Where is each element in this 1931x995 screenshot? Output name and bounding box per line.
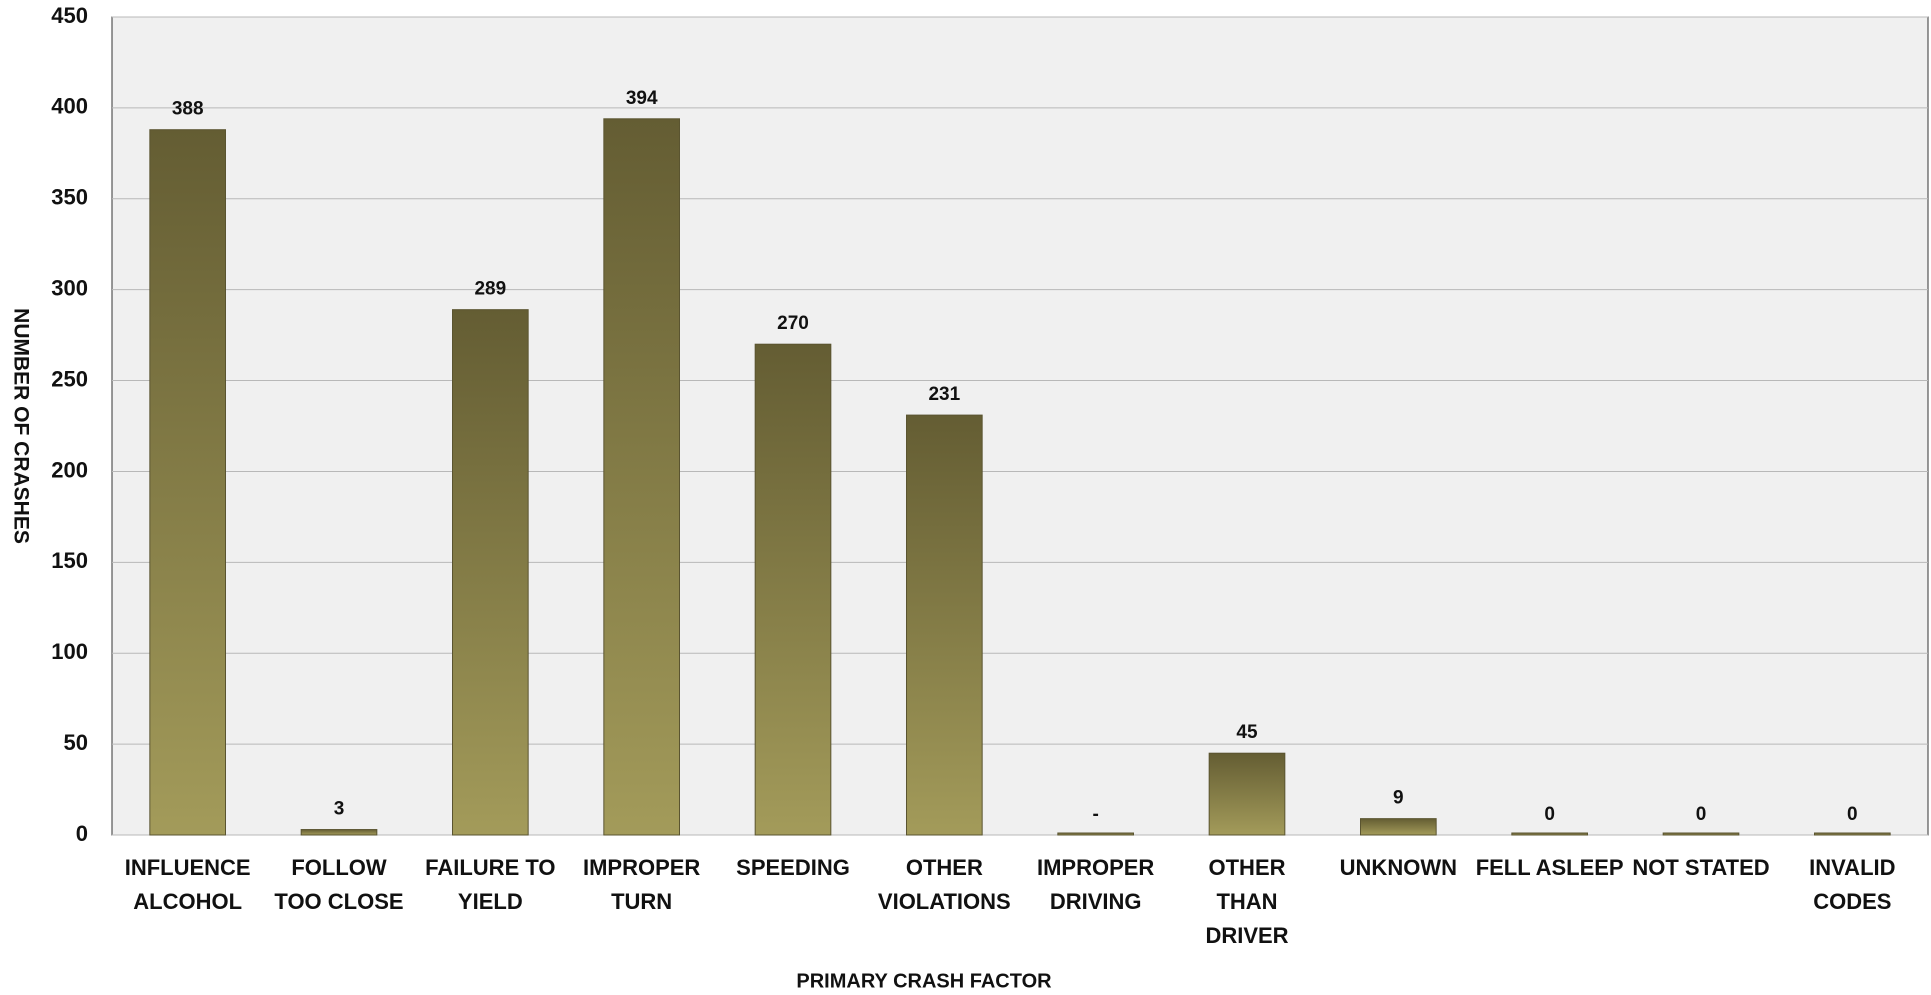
y-tick-label: 0 [76,821,88,846]
bar [1662,832,1740,836]
y-tick-label: 400 [51,94,88,119]
value-label: - [1093,804,1099,825]
x-tick-label: FELL ASLEEP [1475,855,1624,880]
x-tick-label: INFLUENCE ALCOHOL [124,855,251,914]
value-label: 9 [1393,788,1404,809]
bar [754,343,832,836]
bar [603,118,680,836]
y-tick-label: 300 [51,275,88,300]
x-tick-label: INVALID CODES [1809,855,1896,914]
value-label: 388 [172,99,204,120]
x-tick-label: SPEEDING [736,855,850,880]
x-tick-label: OTHER THAN DRIVER [1205,855,1289,948]
x-tick-label: IMPROPER DRIVING [1036,855,1155,914]
y-tick-label: 250 [51,366,88,391]
value-label: 0 [1696,804,1707,825]
bar [1814,832,1891,836]
x-tick-label: UNKNOWN [1339,855,1457,880]
bar [1511,832,1589,836]
value-label: 231 [928,384,960,405]
y-tick-label: 100 [51,639,88,664]
x-tick-label: FAILURE TO YIELD [425,855,556,914]
y-tick-label: 150 [51,548,88,573]
x-tick-label: FOLLOW TOO CLOSE [274,855,404,914]
y-tick-label: 200 [51,457,88,482]
y-tick-label: 450 [51,3,88,28]
bar [1208,752,1286,836]
bar [149,129,226,836]
bar [1057,832,1135,836]
y-tick-label: 350 [51,185,88,210]
value-label: 270 [777,313,809,334]
value-label: 289 [474,279,506,300]
bar [906,414,983,836]
value-label: 45 [1236,722,1258,743]
x-axis-title: PRIMARY CRASH FACTOR [796,970,1052,992]
bar [452,309,529,836]
value-label: 394 [626,88,658,109]
plot-area [111,16,1929,836]
x-tick-label: OTHER VIOLATIONS [877,855,1011,914]
x-tick-label: IMPROPER TURN [582,855,701,914]
value-label: 3 [334,799,345,820]
y-tick-label: 50 [64,730,88,755]
x-tick-label: NOT STATED [1632,855,1770,880]
value-label: 0 [1544,804,1555,825]
bar [1360,818,1437,836]
bar [300,829,378,836]
y-axis-title: NUMBER OF CRASHES [9,308,32,544]
value-label: 0 [1847,804,1858,825]
